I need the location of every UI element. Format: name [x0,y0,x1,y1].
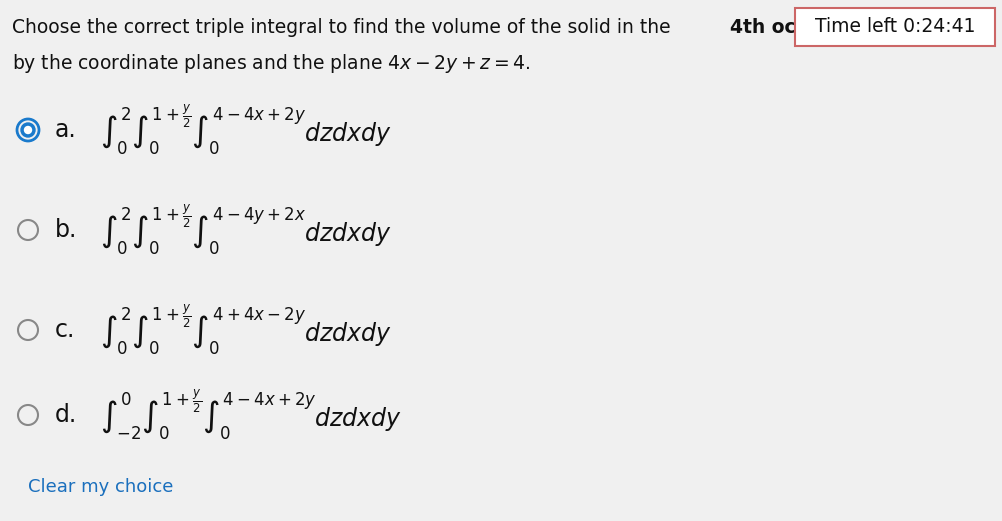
Text: $\int_{-2}^{0} \int_0^{1+\frac{y}{2}} \int_0^{4-4x+2y} dzdxdy$: $\int_{-2}^{0} \int_0^{1+\frac{y}{2}} \i… [100,388,402,442]
Text: $\int_0^2 \int_0^{1+\frac{y}{2}} \int_0^{4+4x-2y} dzdxdy$: $\int_0^2 \int_0^{1+\frac{y}{2}} \int_0^… [100,303,392,357]
Text: c.: c. [55,318,75,342]
Text: Clear my choice: Clear my choice [28,478,173,496]
Text: Time left 0:24:41: Time left 0:24:41 [814,18,974,36]
Circle shape [24,127,31,133]
Text: 4th oc: 4th oc [729,18,795,37]
Circle shape [21,123,35,137]
Text: a.: a. [55,118,77,142]
FancyBboxPatch shape [795,8,994,46]
Text: $\int_0^2 \int_0^{1+\frac{y}{2}} \int_0^{4-4y+2x} dzdxdy$: $\int_0^2 \int_0^{1+\frac{y}{2}} \int_0^… [100,203,392,257]
Text: $\int_0^2 \int_0^{1+\frac{y}{2}} \int_0^{4-4x+2y} dzdxdy$: $\int_0^2 \int_0^{1+\frac{y}{2}} \int_0^… [100,103,392,157]
Text: d.: d. [55,403,77,427]
Text: b.: b. [55,218,77,242]
Text: by the coordinate planes and the plane $4x - 2y + z = 4$.: by the coordinate planes and the plane $… [12,52,530,75]
Text: Choose the correct triple integral to find the volume of the solid in the: Choose the correct triple integral to fi… [12,18,676,37]
